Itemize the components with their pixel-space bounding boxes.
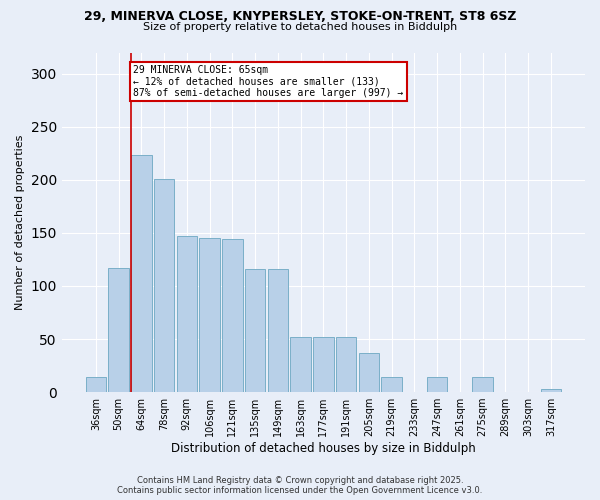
Bar [222,240,242,392]
Text: Size of property relative to detached houses in Biddulph: Size of property relative to detached ho… [143,22,457,32]
Bar [359,353,379,392]
Bar [313,337,334,392]
Bar [472,377,493,392]
Bar [268,269,288,392]
Text: 29, MINERVA CLOSE, KNYPERSLEY, STOKE-ON-TRENT, ST8 6SZ: 29, MINERVA CLOSE, KNYPERSLEY, STOKE-ON-… [84,10,516,23]
Bar [86,377,106,392]
X-axis label: Distribution of detached houses by size in Biddulph: Distribution of detached houses by size … [171,442,476,455]
Bar [131,156,152,392]
Bar [427,377,448,392]
Bar [382,377,402,392]
Bar [176,236,197,392]
Bar [541,389,561,392]
Bar [199,238,220,392]
Text: 29 MINERVA CLOSE: 65sqm
← 12% of detached houses are smaller (133)
87% of semi-d: 29 MINERVA CLOSE: 65sqm ← 12% of detache… [133,65,404,98]
Text: Contains HM Land Registry data © Crown copyright and database right 2025.
Contai: Contains HM Land Registry data © Crown c… [118,476,482,495]
Bar [290,337,311,392]
Bar [154,179,175,392]
Y-axis label: Number of detached properties: Number of detached properties [15,134,25,310]
Bar [245,269,265,392]
Bar [336,337,356,392]
Bar [109,268,129,392]
